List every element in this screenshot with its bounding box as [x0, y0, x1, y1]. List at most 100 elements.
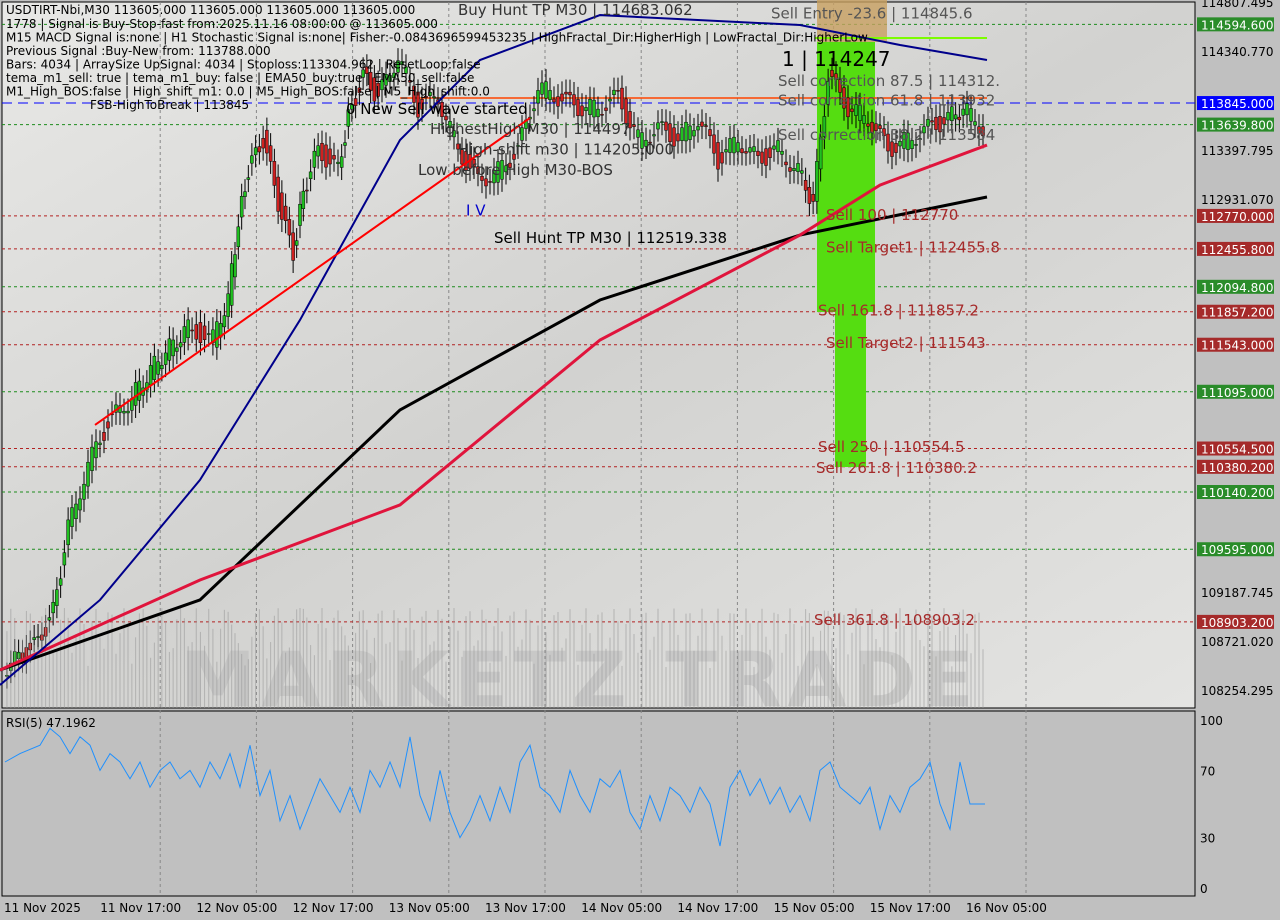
chart-annotation: Sell Target1 | 112455.8 — [826, 238, 1000, 256]
x-tick-label: 13 Nov 17:00 — [485, 901, 566, 915]
candle-body — [122, 410, 126, 414]
candle-body — [102, 432, 106, 441]
candle-body — [388, 75, 392, 82]
candle-body — [163, 352, 168, 365]
candle-body — [492, 170, 496, 184]
candle-body — [946, 112, 950, 121]
candle-body — [756, 150, 760, 156]
chart-annotation: Sell 250 | 110554.5 — [818, 438, 965, 456]
candle-body — [776, 140, 780, 153]
candle-body — [902, 131, 906, 149]
candle-body — [408, 79, 412, 83]
candle-body — [760, 151, 764, 164]
candle-body — [977, 126, 981, 134]
price-tag — [1197, 485, 1274, 500]
candle-body — [680, 127, 684, 141]
candle-body — [584, 107, 588, 111]
candle-body — [324, 144, 328, 168]
candle-body — [803, 180, 808, 191]
candle-body — [748, 147, 752, 153]
info-line: FSB-HighToBreak | 113845 — [90, 98, 249, 112]
candle-body — [572, 94, 576, 106]
candle-body — [376, 82, 380, 97]
candle-body — [291, 232, 295, 261]
candle-body — [612, 89, 616, 96]
candle-body — [90, 446, 94, 471]
x-tick-label: 16 Nov 05:00 — [966, 901, 1047, 915]
info-line: tema_m1_sell: true | tema_m1_buy: false … — [6, 71, 474, 85]
candle-body — [357, 87, 362, 93]
candle-body — [862, 115, 866, 124]
candle-body — [792, 168, 796, 171]
candle-body — [420, 99, 424, 110]
annotations: 0 New Sell wave started Buy Hunt TP M30 |… — [346, 1, 1000, 629]
ema-red-line — [0, 143, 988, 672]
candle-body — [305, 189, 309, 192]
rsi-tick-label: 70 — [1200, 764, 1215, 778]
x-tick-label: 12 Nov 17:00 — [293, 901, 374, 915]
chart-annotation: Buy Hunt TP M30 | 114683.062 — [458, 1, 693, 19]
candle-body — [704, 125, 708, 127]
ema-black-line — [0, 195, 988, 672]
info-line: 1778 | Signal is Buy-Stop-fast from:2025… — [6, 17, 438, 31]
candle-body — [973, 121, 977, 126]
candle-body — [672, 127, 676, 147]
candle-body — [616, 90, 620, 92]
y-tick-label: 114807.495 — [1201, 0, 1274, 10]
candle-body — [656, 122, 660, 130]
candle-body — [688, 125, 692, 140]
candle-body — [312, 150, 317, 168]
sell-extension-box — [835, 312, 866, 467]
price-axis[interactable]: 114594.600 113845.000 113639.800 112770.000… — [1197, 0, 1274, 698]
candle-body — [332, 155, 336, 160]
candle-body — [160, 364, 164, 370]
rsi-plot-background — [1, 710, 1196, 897]
candle-body — [981, 126, 985, 137]
candle-body — [47, 617, 52, 621]
x-tick-label: 12 Nov 05:00 — [196, 901, 277, 915]
candle-body — [156, 361, 160, 375]
candle-body — [684, 121, 688, 142]
candle-body — [400, 61, 404, 65]
candle-body — [768, 147, 772, 158]
candle-body — [815, 161, 819, 202]
candle-body — [942, 117, 946, 125]
indicator-lines — [0, 14, 988, 686]
candle-body — [596, 108, 600, 118]
price-tag — [1197, 384, 1274, 399]
candle-body — [552, 98, 556, 103]
price-tag — [1197, 241, 1274, 256]
candle-body — [58, 578, 63, 586]
chart-annotation: Sell 261.8 | 110380.2 — [816, 459, 977, 477]
candle-body — [568, 91, 572, 96]
watermark-text: MARKETZ TRADE — [180, 635, 979, 724]
ma-blue-line — [0, 14, 988, 686]
chart-annotation: Sell 361.8 | 108903.2 — [814, 611, 975, 629]
candle-body — [86, 461, 90, 487]
candle-body — [424, 95, 428, 98]
candle-body — [957, 116, 962, 121]
candle-body — [664, 121, 668, 131]
candle-body — [70, 507, 74, 527]
candle-body — [202, 325, 207, 340]
price-tag-label: 110140.200 — [1201, 486, 1274, 500]
candle-body — [361, 69, 365, 78]
candle-body — [918, 138, 922, 140]
price-tag-label: 112455.800 — [1201, 243, 1274, 257]
candle-body — [456, 143, 460, 150]
candle-body — [298, 203, 302, 226]
candle-body — [253, 147, 258, 156]
candle-body — [404, 66, 408, 74]
x-tick-label: 13 Nov 05:00 — [389, 901, 470, 915]
candle-body — [207, 333, 211, 335]
candle-body — [82, 483, 86, 500]
chart-annotation: HighestHigh M30 | 114497 — [430, 120, 631, 138]
info-line: Bars: 4034 | ArraySize UpSignal: 4034 | … — [6, 58, 481, 72]
candle-body — [171, 339, 175, 357]
candle-body — [328, 148, 332, 165]
watermark: MARKETZ TRADE — [180, 635, 979, 724]
candle-body — [922, 126, 926, 134]
candle-body — [624, 98, 628, 124]
chart-annotation: Sell correction 61.8 | 113932 — [778, 91, 995, 109]
